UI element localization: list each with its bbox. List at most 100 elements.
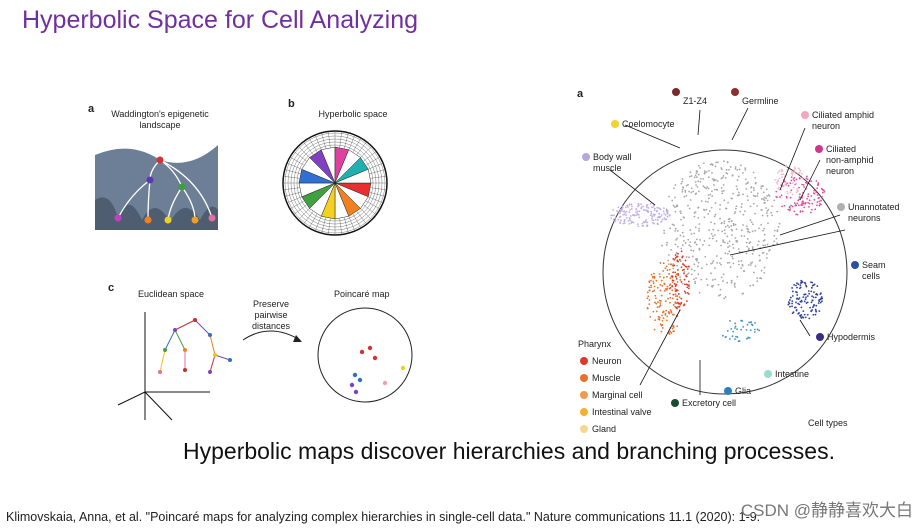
decor: [676, 264, 679, 267]
citation: Klimovskaia, Anna, et al. "Poincaré maps…: [6, 510, 761, 524]
decor: [740, 260, 743, 262]
decor: [726, 235, 729, 238]
decor: [613, 214, 615, 217]
decor: [693, 232, 696, 235]
decor: [617, 206, 620, 209]
decor: [670, 248, 673, 251]
decor: [700, 200, 703, 202]
decor: [722, 183, 725, 186]
decor: [765, 207, 768, 209]
decor: [667, 297, 669, 300]
decor: [672, 325, 674, 328]
decor: [693, 215, 696, 218]
decor: [710, 262, 713, 265]
decor: [671, 264, 674, 267]
decor: [745, 252, 748, 255]
decor: [650, 212, 653, 215]
decor: [652, 205, 655, 208]
decor: [352, 137, 362, 152]
decor: [352, 214, 362, 229]
decor: [807, 195, 809, 198]
decor: [784, 183, 786, 186]
decor: [763, 196, 766, 199]
decor: [660, 330, 663, 333]
decor: [622, 213, 624, 216]
decor: [674, 284, 677, 287]
decor: [812, 284, 815, 287]
decor: [717, 229, 719, 232]
decor: [692, 249, 695, 252]
decor: [714, 179, 717, 181]
decor: [702, 243, 704, 246]
decor: [672, 303, 675, 306]
decor: [687, 287, 690, 290]
decor: [174, 329, 186, 351]
decor: [657, 301, 659, 304]
decor: [818, 200, 821, 203]
decor: [791, 174, 794, 176]
decor: [758, 254, 761, 257]
decor: [642, 209, 645, 211]
decor: [677, 306, 679, 308]
label-dot: [582, 153, 590, 161]
decor: [783, 180, 786, 183]
decor: [164, 329, 176, 351]
decor: [668, 292, 671, 295]
decor: [665, 309, 668, 312]
decor: [660, 279, 663, 282]
decor: [736, 328, 738, 331]
decor: [760, 185, 763, 188]
decor: [726, 253, 729, 255]
decor: [706, 284, 709, 286]
decor: [808, 202, 811, 205]
decor: [814, 313, 817, 316]
decor: [658, 305, 661, 308]
decor: [691, 255, 694, 258]
decor: [728, 250, 731, 253]
decor: [696, 185, 699, 188]
decor: [785, 165, 788, 168]
decor: [773, 229, 776, 232]
decor: [640, 203, 642, 206]
decor: [811, 202, 814, 205]
decor: [821, 297, 824, 300]
decor: [702, 208, 705, 211]
decor: [636, 212, 639, 215]
caption: Hyperbolic maps discover hierarchies and…: [183, 438, 835, 464]
decor: [721, 176, 724, 179]
decor: [803, 300, 806, 303]
decor: [789, 296, 792, 299]
decor: [683, 270, 686, 273]
decor: [749, 264, 752, 266]
decor: [637, 204, 640, 207]
decor: [728, 261, 731, 264]
decor: [659, 304, 662, 307]
decor: [655, 210, 658, 213]
decor: [728, 338, 731, 340]
decor: [732, 330, 734, 333]
decor: [737, 340, 740, 343]
decor: [762, 198, 765, 200]
decor: [794, 306, 797, 309]
decor: [810, 290, 813, 293]
scatter: [610, 160, 826, 343]
decor: [648, 286, 651, 289]
decor: [791, 295, 794, 297]
label: Intestine: [775, 369, 810, 379]
decor: [357, 377, 363, 383]
decor: [820, 195, 823, 198]
decor: [740, 206, 743, 208]
decor: [669, 277, 672, 280]
decor: [813, 303, 815, 306]
decor: [798, 172, 800, 175]
decor: [685, 256, 688, 258]
decor: [683, 278, 686, 281]
decor: [630, 207, 633, 210]
decor: [734, 166, 737, 168]
decor: [712, 179, 715, 182]
decor: [724, 232, 726, 235]
decor: [753, 331, 756, 333]
label-dot: [731, 88, 739, 96]
decor: [344, 132, 349, 149]
decor: [681, 282, 684, 285]
